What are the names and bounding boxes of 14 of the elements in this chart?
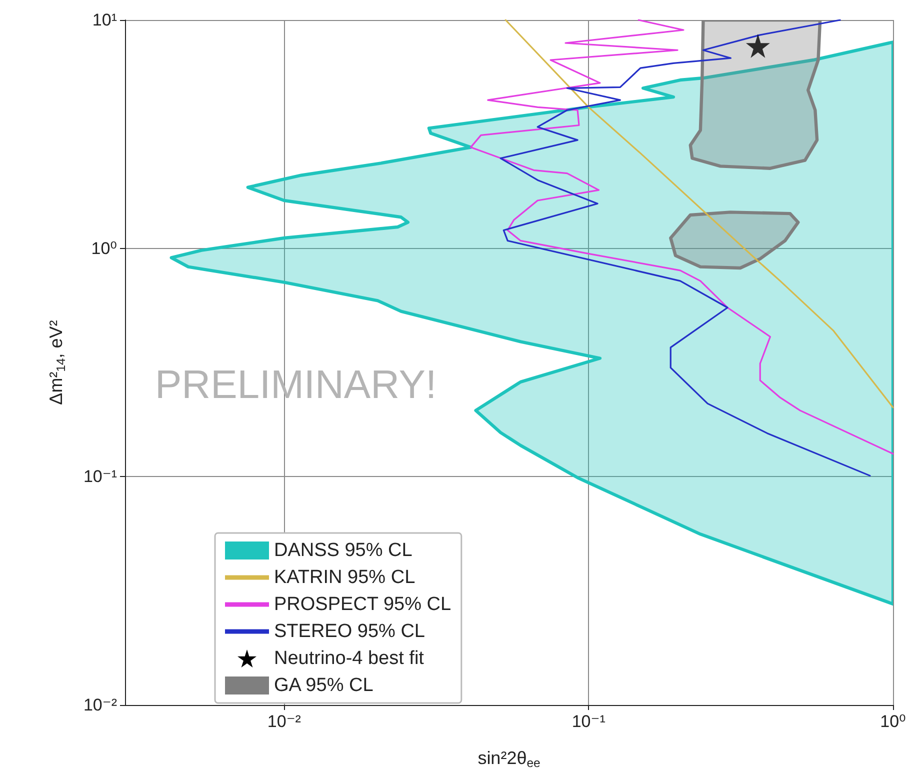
y-tick-label: 10¹ [92, 10, 118, 30]
x-tick-label: 10⁰ [880, 712, 906, 731]
legend-label: PROSPECT 95% CL [274, 594, 452, 615]
legend-label: Neutrino-4 best fit [274, 648, 425, 669]
y-tick-label: 10⁻² [83, 696, 118, 714]
legend-label: DANSS 95% CL [274, 540, 412, 561]
x-tick-label: 10⁻¹ [572, 712, 606, 731]
legend-label: GA 95% CL [274, 675, 374, 696]
y-tick-label: 10⁰ [91, 238, 118, 258]
legend-label: STEREO 95% CL [274, 621, 425, 642]
y-axis-title: Δm²14, eV² [46, 320, 68, 405]
y-tick-label: 10⁻¹ [83, 467, 118, 486]
legend-label: KATRIN 95% CL [274, 567, 416, 588]
x-tick-label: 10⁻² [267, 712, 302, 731]
